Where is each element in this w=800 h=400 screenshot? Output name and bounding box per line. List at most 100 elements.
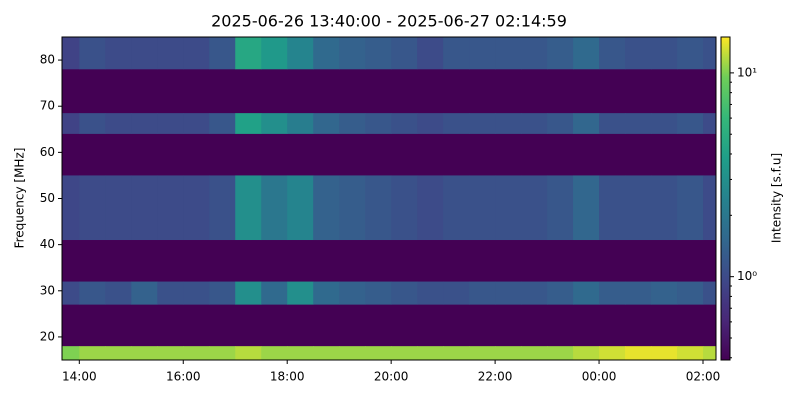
spectrogram-cell — [183, 37, 210, 70]
spectrogram-cell — [417, 175, 444, 241]
spectrogram-cell — [443, 113, 470, 134]
spectrogram-cell — [209, 113, 236, 134]
spectrogram-cell — [209, 37, 236, 70]
spectrogram-cell — [521, 281, 548, 305]
chart-title: 2025-06-26 13:40:00 - 2025-06-27 02:14:5… — [211, 12, 567, 31]
spectrogram-cell — [443, 37, 470, 70]
spectrogram-cell — [365, 281, 392, 305]
spectrogram-cell — [365, 113, 392, 134]
spectrogram-cell — [157, 113, 184, 134]
spectrogram-cell — [261, 281, 288, 305]
x-tick-label: 22:00 — [478, 370, 513, 384]
spectrogram-cell — [157, 346, 184, 360]
spectrogram-cell — [183, 346, 210, 360]
spectrogram-cell — [521, 346, 548, 360]
spectrogram-cell — [677, 113, 704, 134]
spectrogram-cell — [469, 113, 496, 134]
spectrogram-cell — [521, 175, 548, 241]
spectrogram-cell — [235, 113, 262, 134]
spectrogram-cell — [599, 175, 626, 241]
spectrogram-cell — [131, 37, 158, 70]
spectrogram-cell — [703, 175, 717, 241]
spectrogram-cell — [703, 113, 717, 134]
spectrogram-cell — [547, 37, 574, 70]
spectrogram-cell — [105, 37, 132, 70]
x-tick-label: 02:00 — [686, 370, 721, 384]
spectrogram-cell — [599, 37, 626, 70]
spectrogram-cell — [521, 37, 548, 70]
spectrogram-cell — [547, 175, 574, 241]
spectrogram-cell — [313, 346, 340, 360]
spectrogram-cell — [79, 175, 106, 241]
spectrogram-cell — [573, 37, 600, 70]
spectrogram-cell — [443, 281, 470, 305]
spectrogram-cell — [183, 113, 210, 134]
spectrogram-cell — [599, 346, 626, 360]
spectrogram-cell — [131, 281, 158, 305]
spectrogram-cell — [105, 281, 132, 305]
spectrogram-cell — [339, 175, 366, 241]
y-tick-label: 70 — [40, 99, 55, 113]
spectrogram-cell — [573, 175, 600, 241]
colorbar-tick-label: 10⁰ — [737, 269, 757, 283]
spectrogram-cell — [62, 346, 80, 360]
spectrogram-cell — [495, 175, 522, 241]
spectrogram-cell — [391, 175, 418, 241]
spectrogram-cell — [365, 175, 392, 241]
spectrogram-cell — [573, 346, 600, 360]
spectrogram-cell — [157, 37, 184, 70]
spectrogram-cell — [313, 37, 340, 70]
spectrogram-cell — [599, 113, 626, 134]
spectrogram-cell — [677, 346, 704, 360]
spectrogram-cell — [235, 346, 262, 360]
spectrogram-cell — [287, 346, 314, 360]
spectrogram-cell — [131, 346, 158, 360]
spectrogram-cell — [235, 37, 262, 70]
spectrogram-cell — [261, 37, 288, 70]
spectrogram-cell — [235, 281, 262, 305]
spectrogram-cell — [313, 113, 340, 134]
spectrogram-cell — [209, 175, 236, 241]
spectrogram-cell — [339, 346, 366, 360]
spectrogram-cell — [703, 281, 717, 305]
spectrogram-cell — [573, 281, 600, 305]
colorbar-frame — [720, 36, 731, 361]
spectrogram-cell — [469, 175, 496, 241]
spectrogram-cell — [287, 175, 314, 241]
spectrogram-cell — [313, 281, 340, 305]
spectrogram-cell — [521, 113, 548, 134]
spectrogram-cell — [339, 281, 366, 305]
spectrogram-cell — [651, 37, 678, 70]
spectrogram-cell — [131, 175, 158, 241]
spectrogram-cell — [417, 37, 444, 70]
spectrogram-cell — [677, 175, 704, 241]
y-tick-label: 30 — [40, 283, 55, 297]
spectrogram-cell — [183, 175, 210, 241]
y-tick-label: 80 — [40, 53, 55, 67]
spectrogram-cell — [209, 281, 236, 305]
spectrogram-cell — [287, 281, 314, 305]
spectrogram-cell — [287, 113, 314, 134]
spectrogram-cell — [573, 113, 600, 134]
spectrogram-cell — [417, 346, 444, 360]
spectrogram-cell — [651, 281, 678, 305]
spectrogram-cell — [625, 346, 652, 360]
spectrogram-cell — [677, 37, 704, 70]
y-tick-label: 20 — [40, 329, 55, 343]
spectrogram-cell — [62, 113, 80, 134]
y-axis-label: Frequency [MHz] — [13, 148, 27, 249]
spectrogram-cell — [547, 346, 574, 360]
spectrogram-cell — [105, 346, 132, 360]
spectrogram-cell — [287, 37, 314, 70]
spectrogram-cell — [599, 281, 626, 305]
spectrogram-cell — [79, 346, 106, 360]
spectrogram-cell — [62, 37, 80, 70]
y-tick-label: 50 — [40, 191, 55, 205]
spectrogram-cell — [62, 281, 80, 305]
spectrogram-cell — [157, 281, 184, 305]
spectrogram-cell — [339, 113, 366, 134]
spectrogram-cell — [417, 113, 444, 134]
spectrogram-cell — [391, 346, 418, 360]
spectrogram-cell — [443, 175, 470, 241]
x-tick-label: 18:00 — [270, 370, 305, 384]
